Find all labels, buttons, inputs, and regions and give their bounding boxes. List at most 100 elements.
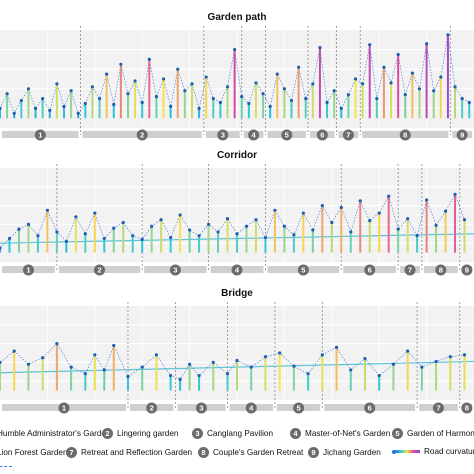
data-point bbox=[102, 236, 106, 241]
data-point bbox=[36, 234, 40, 238]
data-point bbox=[415, 234, 419, 238]
segment-badge-label: 4 bbox=[249, 404, 254, 413]
segment-badge-label: 4 bbox=[235, 266, 240, 275]
data-point bbox=[263, 235, 268, 240]
data-point bbox=[349, 230, 353, 234]
data-point bbox=[358, 199, 362, 203]
legend-label: Lingering garden bbox=[117, 429, 179, 438]
data-point bbox=[12, 349, 16, 353]
data-point bbox=[12, 111, 16, 115]
data-point bbox=[382, 65, 386, 69]
data-point bbox=[178, 377, 182, 381]
segment-badge bbox=[435, 264, 447, 276]
data-point bbox=[368, 219, 372, 223]
segment-badge bbox=[293, 402, 305, 414]
legend-item-2: 2 Lingering garden bbox=[102, 428, 178, 439]
data-point bbox=[275, 72, 279, 76]
data-point bbox=[425, 42, 429, 46]
segment-badge-label: 7 bbox=[436, 404, 440, 413]
data-point bbox=[247, 101, 251, 106]
segment-badge bbox=[195, 402, 207, 414]
data-point bbox=[361, 82, 365, 86]
data-point bbox=[176, 67, 180, 71]
data-point bbox=[273, 208, 277, 212]
data-point bbox=[204, 75, 208, 79]
data-point bbox=[387, 194, 391, 198]
data-point bbox=[154, 353, 159, 357]
legend-item-3: 3 Canglang Pavilion bbox=[192, 428, 273, 439]
segment-badge bbox=[404, 264, 416, 276]
data-point bbox=[306, 372, 310, 376]
data-point bbox=[183, 89, 187, 93]
data-point bbox=[140, 237, 144, 242]
data-point bbox=[26, 87, 31, 91]
data-point bbox=[169, 104, 173, 109]
data-point bbox=[126, 374, 130, 379]
data-point bbox=[434, 359, 438, 364]
data-point bbox=[254, 81, 258, 85]
curvature-gradient-swatch bbox=[394, 450, 420, 453]
data-point bbox=[339, 106, 343, 110]
data-point bbox=[26, 222, 31, 226]
data-point bbox=[254, 218, 258, 222]
legend-label: Road curvature bbox=[424, 447, 474, 456]
data-point bbox=[349, 368, 353, 372]
data-point bbox=[289, 98, 294, 103]
data-point bbox=[278, 351, 282, 355]
chart-title: Bridge bbox=[221, 288, 253, 299]
data-point bbox=[112, 102, 116, 107]
segment-badge bbox=[432, 402, 444, 414]
segment-badge-label: 7 bbox=[408, 266, 412, 275]
segment-badge-label: 8 bbox=[439, 266, 443, 275]
data-point bbox=[320, 353, 324, 357]
legend-item-1: 1 Humble Administrator's Garden bbox=[0, 428, 111, 439]
data-point bbox=[377, 211, 381, 215]
data-point bbox=[55, 230, 59, 234]
data-point bbox=[112, 226, 116, 230]
data-point bbox=[391, 362, 396, 366]
data-point bbox=[216, 230, 220, 234]
data-point bbox=[233, 48, 237, 52]
data-point bbox=[126, 92, 130, 96]
data-point bbox=[334, 345, 339, 349]
segment-badge-label: 4 bbox=[252, 131, 257, 140]
data-point bbox=[377, 373, 381, 378]
data-point bbox=[161, 77, 166, 81]
data-point bbox=[320, 204, 324, 208]
segment-badge bbox=[231, 264, 243, 276]
legend-badge: 3 bbox=[192, 428, 203, 439]
data-point bbox=[150, 224, 154, 228]
data-point bbox=[225, 372, 230, 376]
data-point bbox=[119, 62, 123, 66]
legend-badge: 2 bbox=[102, 428, 113, 439]
data-point bbox=[292, 364, 296, 368]
data-point bbox=[363, 357, 367, 361]
segment-badge bbox=[136, 129, 148, 141]
data-point bbox=[467, 100, 471, 105]
legend-item-9: 9 Jichang Garden bbox=[308, 447, 381, 458]
segment-badge bbox=[94, 264, 106, 276]
data-point bbox=[389, 81, 393, 85]
data-point bbox=[0, 360, 2, 364]
data-point bbox=[330, 220, 334, 225]
data-point bbox=[76, 111, 80, 115]
data-point bbox=[41, 97, 45, 101]
data-point bbox=[268, 104, 272, 109]
data-point bbox=[5, 92, 9, 96]
segment-badge bbox=[245, 402, 257, 414]
data-point bbox=[225, 217, 230, 221]
segment-badge bbox=[297, 264, 309, 276]
data-point bbox=[244, 224, 249, 228]
data-point bbox=[97, 97, 102, 101]
data-point bbox=[140, 100, 144, 105]
data-point bbox=[439, 75, 443, 79]
data-point bbox=[41, 356, 45, 360]
legend-item-7: 7 Retreat and Reflection Garden bbox=[66, 447, 192, 458]
data-point bbox=[406, 217, 410, 221]
segment-badge bbox=[217, 129, 229, 141]
data-point bbox=[406, 349, 410, 353]
legend-item-5: 5 Garden of Harmony bbox=[392, 428, 474, 439]
data-point bbox=[263, 355, 268, 359]
data-point bbox=[112, 343, 116, 348]
